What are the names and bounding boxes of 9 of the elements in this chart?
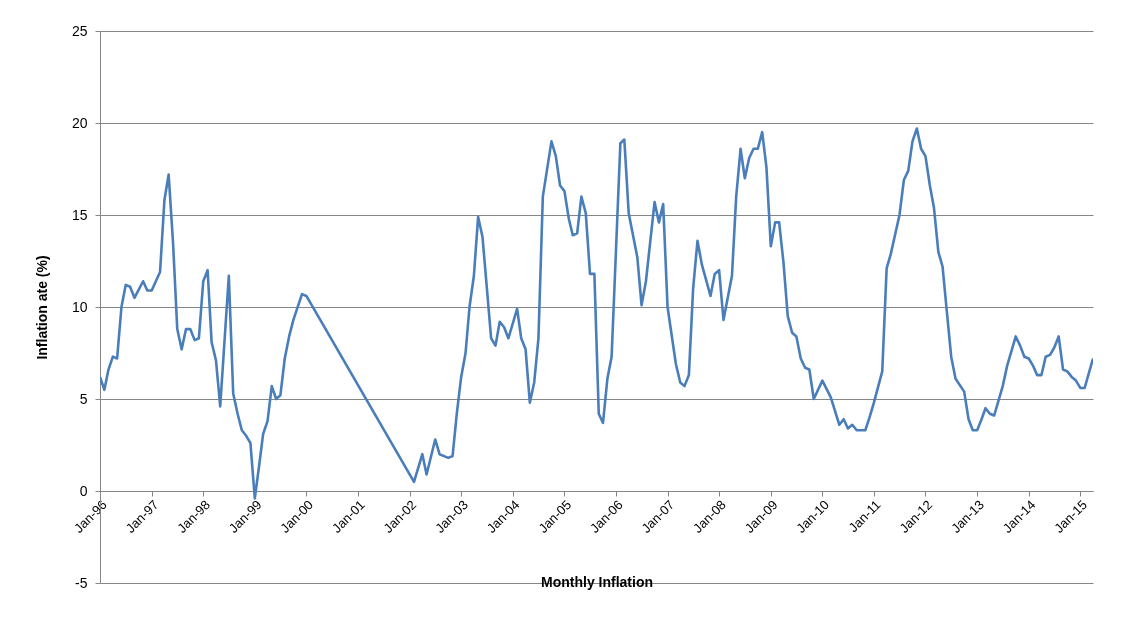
- y-tick-label: 20: [71, 114, 88, 131]
- y-tick-label: 0: [79, 482, 88, 499]
- y-tick-label: -5: [75, 574, 88, 591]
- y-tick-label: 15: [71, 206, 88, 223]
- y-tick-label: 25: [71, 22, 88, 39]
- y-tick-label: 5: [79, 390, 88, 407]
- y-axis-title: Inflation ate (%): [33, 255, 50, 360]
- y-tick-label: 10: [71, 298, 88, 315]
- x-axis-title: Monthly Inflation: [541, 573, 653, 590]
